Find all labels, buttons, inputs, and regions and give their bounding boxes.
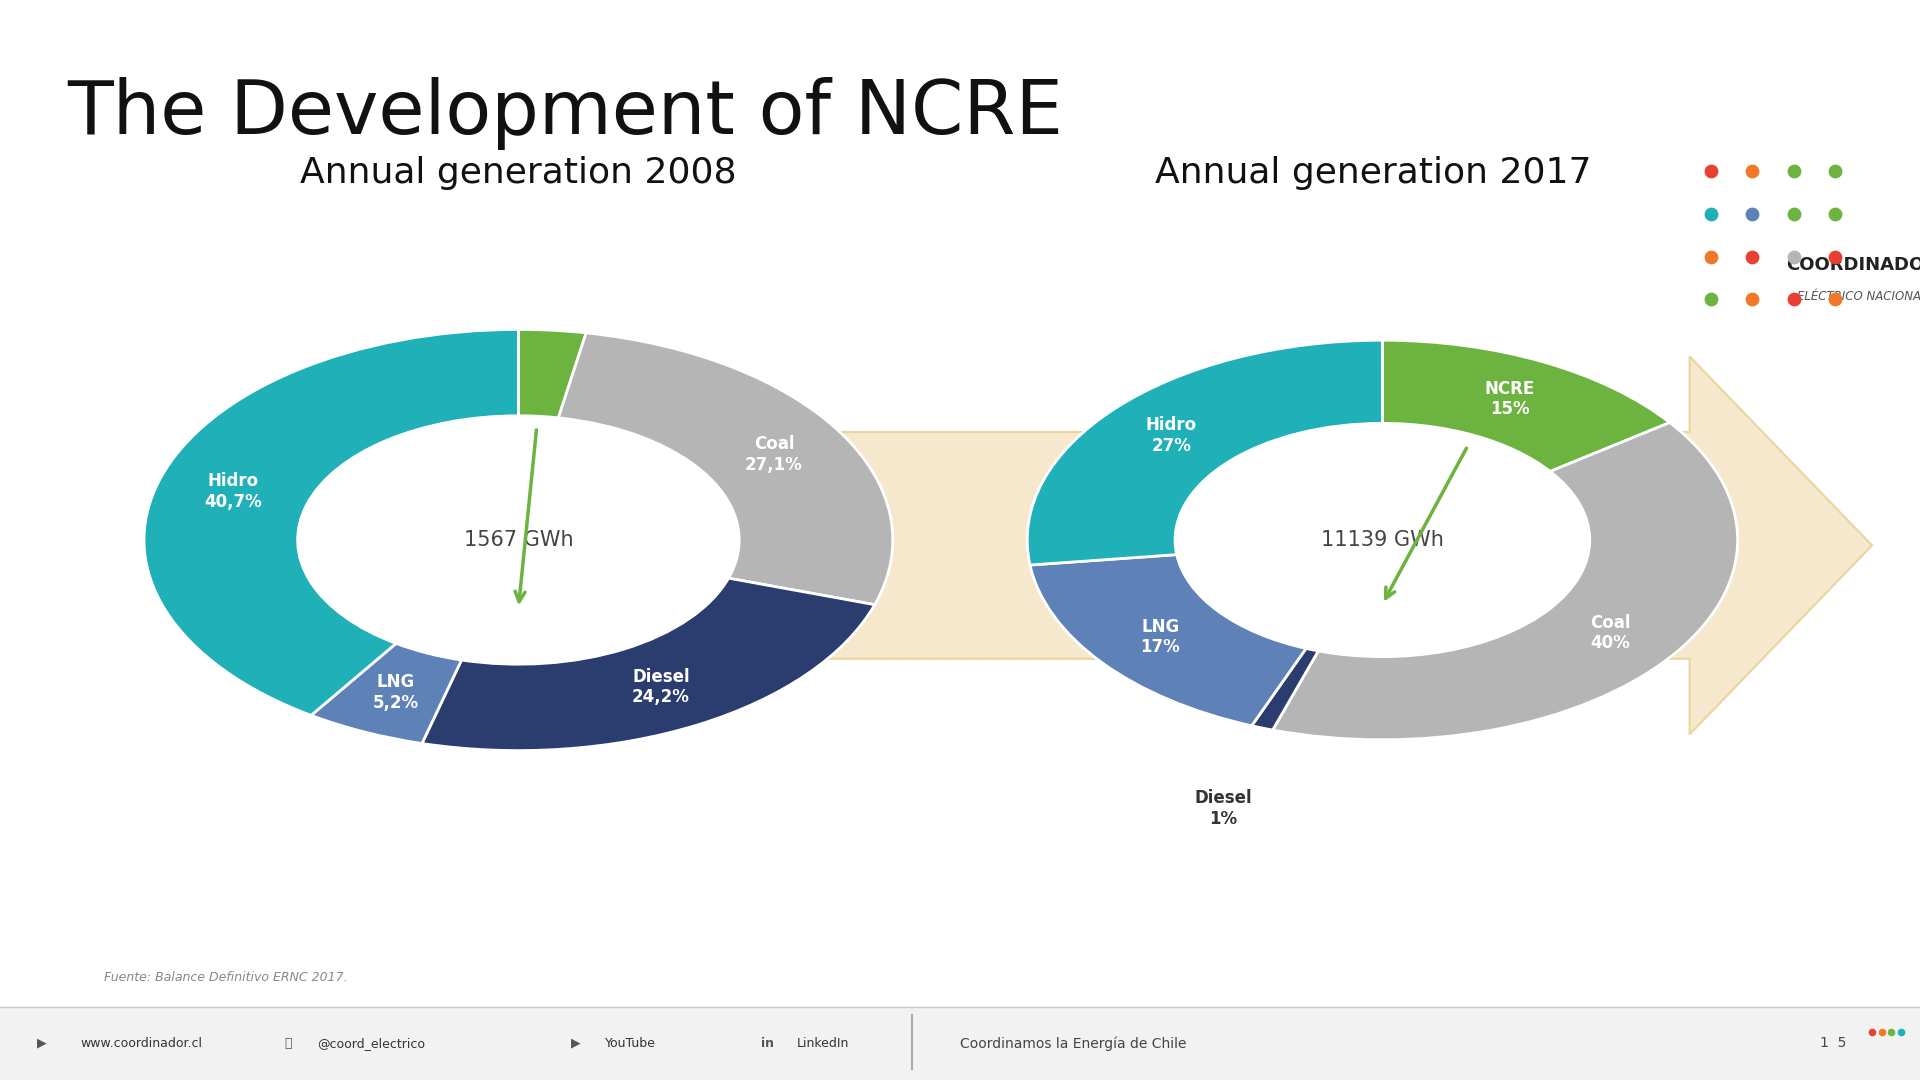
Text: Coordinamos la Energía de Chile: Coordinamos la Energía de Chile: [960, 1036, 1187, 1051]
Text: in: in: [762, 1037, 774, 1050]
Wedge shape: [1027, 340, 1382, 565]
Wedge shape: [518, 329, 586, 418]
Text: Hidro
40,7%: Hidro 40,7%: [205, 472, 263, 511]
Point: [1695, 162, 1726, 179]
Point: [1820, 162, 1851, 179]
Text: YouTube: YouTube: [605, 1037, 655, 1050]
Polygon shape: [797, 356, 1872, 734]
Text: NCRE
15%: NCRE 15%: [1484, 380, 1536, 418]
Point: [1778, 291, 1809, 308]
Point: [1866, 1024, 1897, 1041]
Point: [1778, 205, 1809, 222]
Wedge shape: [1382, 340, 1670, 472]
Point: [1738, 291, 1768, 308]
Text: Diesel
1%: Diesel 1%: [1169, 765, 1227, 804]
Point: [1695, 205, 1726, 222]
Circle shape: [1175, 423, 1590, 657]
Text: COORDINADOR: COORDINADOR: [1786, 256, 1920, 273]
Text: ELÉCTRICO NACIONAL: ELÉCTRICO NACIONAL: [1797, 291, 1920, 303]
Wedge shape: [1029, 555, 1306, 726]
Text: 🐦: 🐦: [284, 1037, 292, 1050]
Text: ▶: ▶: [36, 1037, 48, 1050]
Text: 1  5: 1 5: [1820, 1037, 1847, 1050]
Point: [1820, 248, 1851, 266]
Wedge shape: [1273, 422, 1738, 740]
Text: Diesel
1%: Diesel 1%: [1194, 789, 1252, 827]
Point: [1820, 291, 1851, 308]
Text: LNG
5,2%: LNG 5,2%: [372, 673, 419, 712]
Wedge shape: [1252, 648, 1319, 730]
Text: Coal
40%: Coal 40%: [1590, 613, 1630, 652]
Text: Annual generation 2008: Annual generation 2008: [300, 156, 737, 190]
Text: www.coordinador.cl: www.coordinador.cl: [81, 1037, 204, 1050]
Point: [1876, 1024, 1907, 1041]
Wedge shape: [422, 578, 876, 751]
Text: Hidro
27%: Hidro 27%: [1146, 416, 1196, 455]
Point: [1695, 248, 1726, 266]
Point: [1857, 1024, 1887, 1041]
Point: [1820, 205, 1851, 222]
Text: ▶: ▶: [570, 1037, 582, 1050]
Point: [1738, 248, 1768, 266]
Text: Coal
27,1%: Coal 27,1%: [745, 435, 803, 474]
Text: Fuente: Balance Definitivo ERNC 2017.: Fuente: Balance Definitivo ERNC 2017.: [104, 971, 348, 984]
Point: [1778, 248, 1809, 266]
Point: [1738, 162, 1768, 179]
Wedge shape: [311, 644, 461, 743]
Point: [1738, 205, 1768, 222]
Text: Diesel
24,2%: Diesel 24,2%: [632, 667, 689, 706]
Text: @coord_electrico: @coord_electrico: [317, 1037, 424, 1050]
Text: The Development of NCRE: The Development of NCRE: [67, 77, 1064, 150]
Point: [1778, 162, 1809, 179]
Text: NCRE
2,9%: NCRE 2,9%: [563, 252, 612, 291]
Bar: [0, 1007, 1920, 1080]
Wedge shape: [559, 333, 893, 605]
Point: [1695, 291, 1726, 308]
Text: 11139 GWh: 11139 GWh: [1321, 530, 1444, 550]
Text: Annual generation 2017: Annual generation 2017: [1154, 156, 1592, 190]
Text: 1567 GWh: 1567 GWh: [463, 530, 574, 550]
Circle shape: [298, 416, 739, 664]
Text: LinkedIn: LinkedIn: [797, 1037, 849, 1050]
Point: [1885, 1024, 1916, 1041]
Wedge shape: [144, 329, 518, 715]
Text: LNG
17%: LNG 17%: [1140, 618, 1181, 657]
